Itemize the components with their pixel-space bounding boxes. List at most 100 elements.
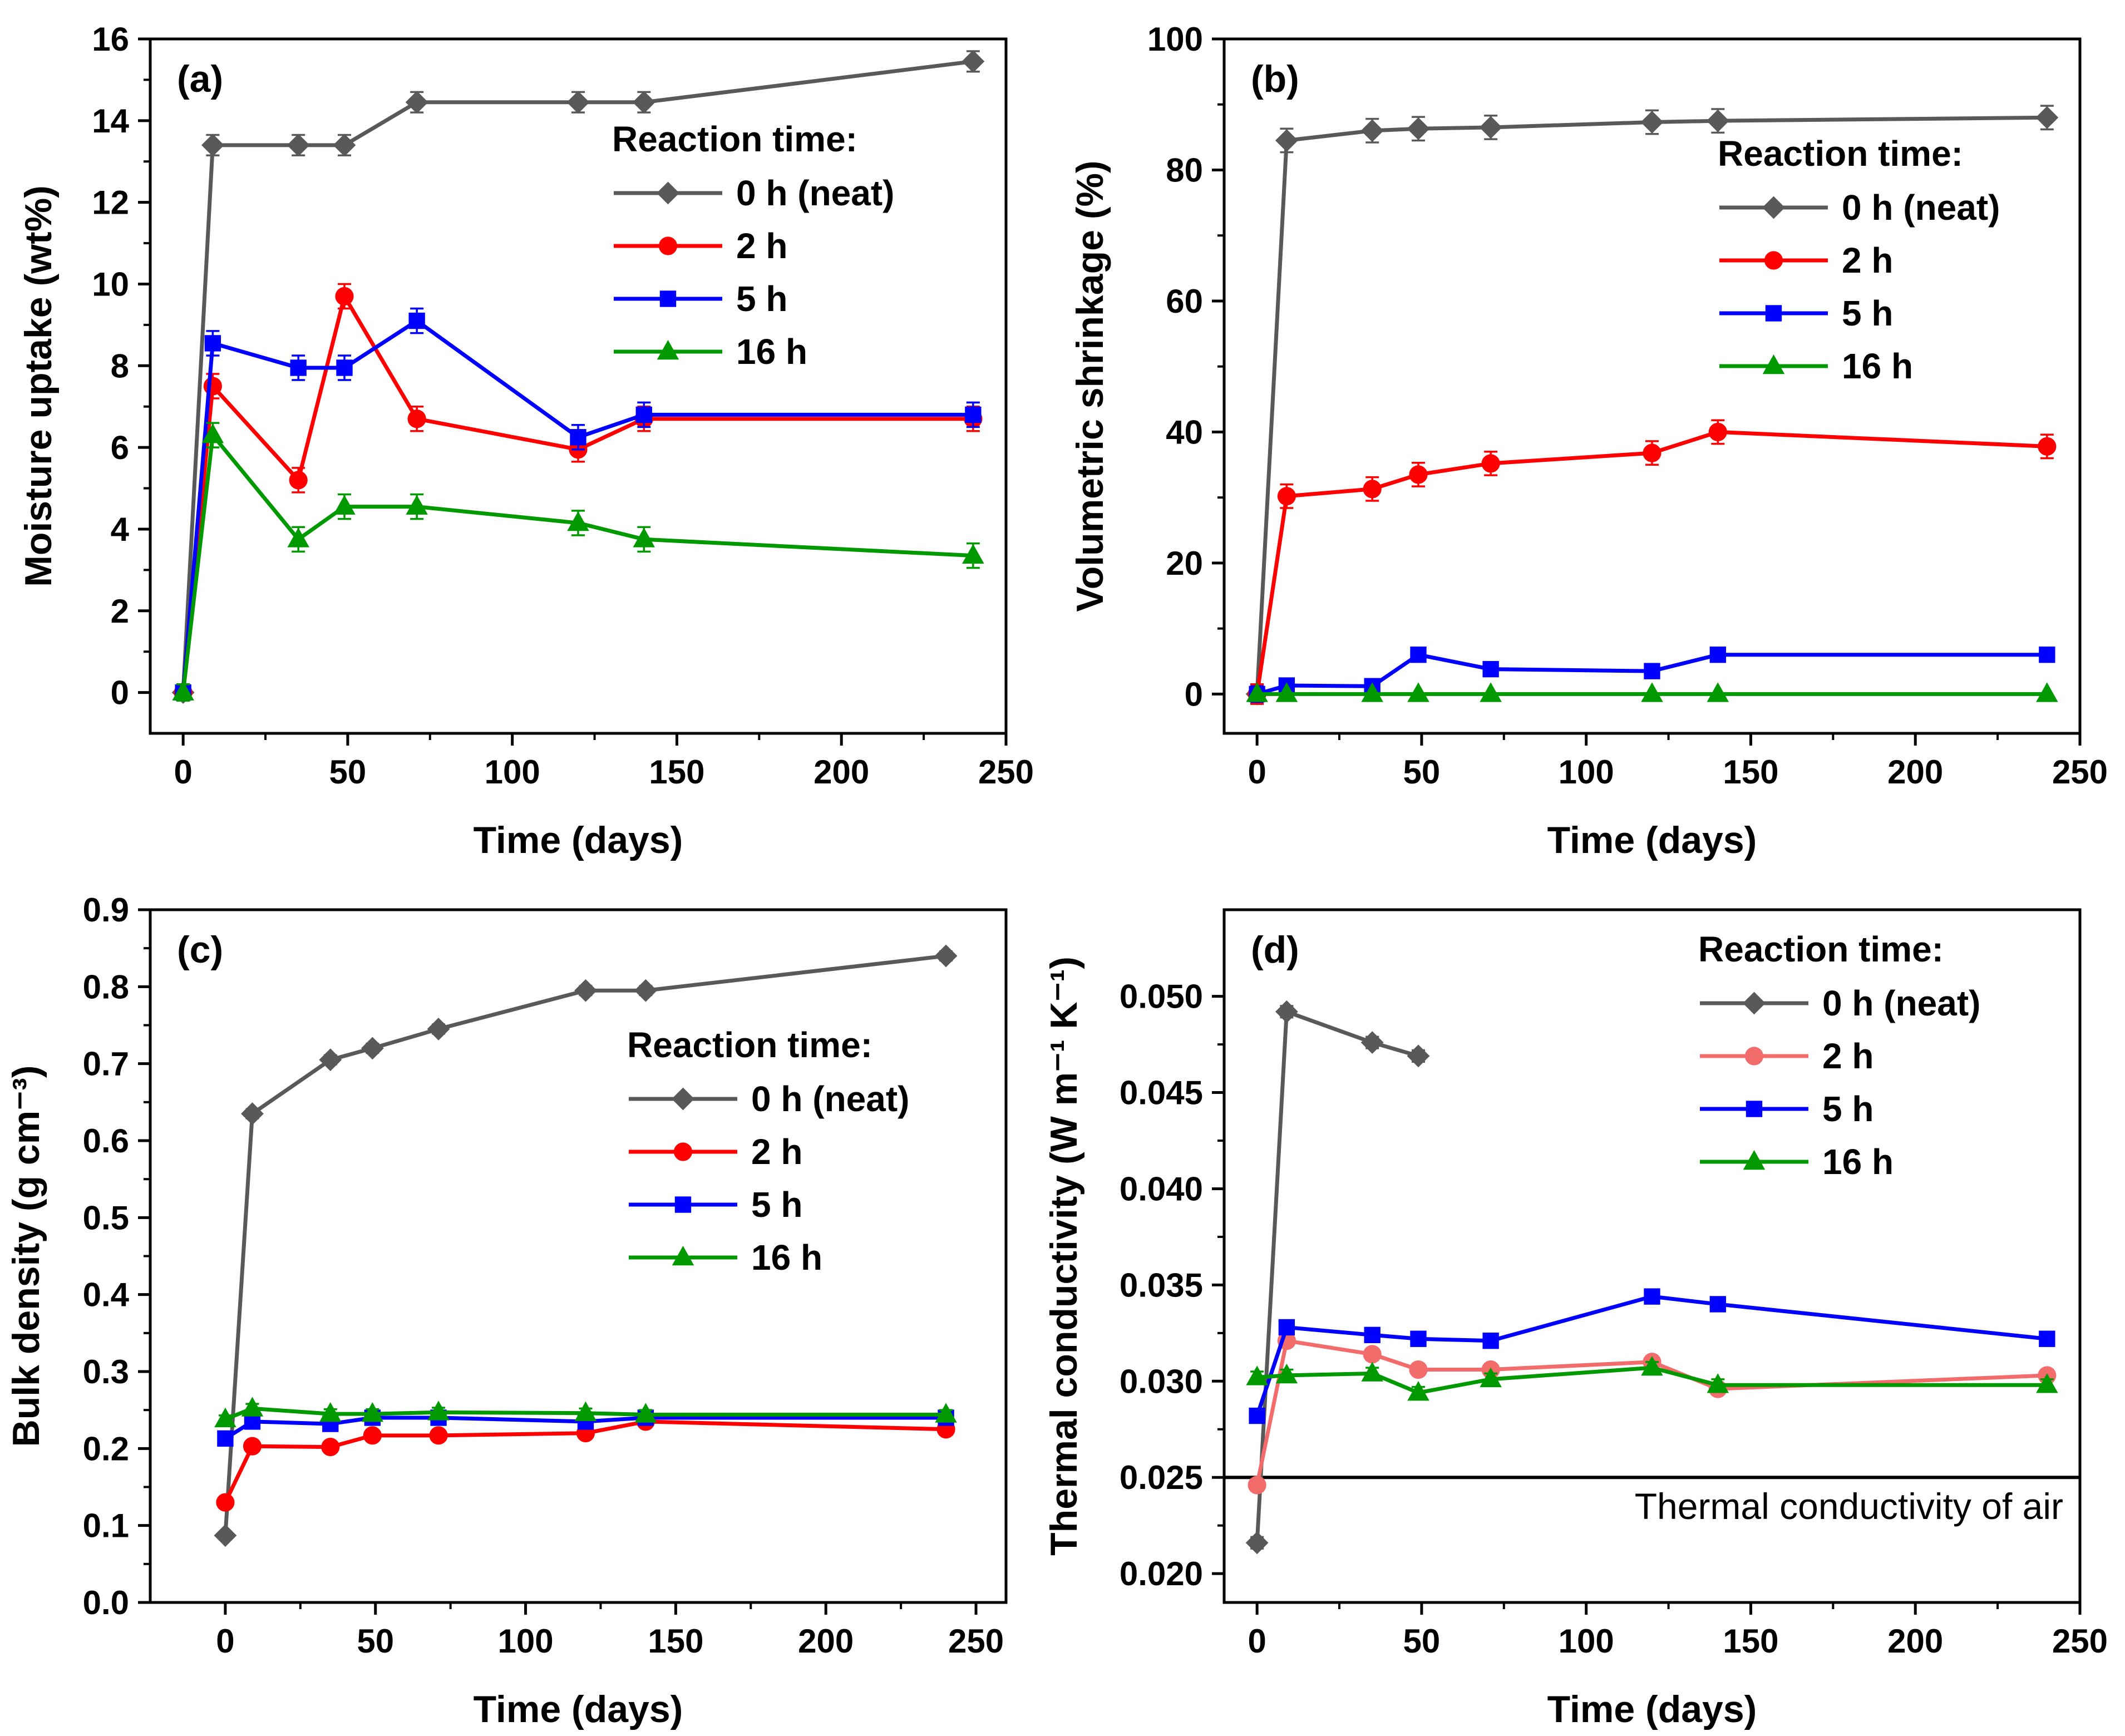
data-point[interactable] xyxy=(406,495,428,515)
data-point[interactable] xyxy=(1275,1000,1298,1023)
data-point[interactable] xyxy=(427,1400,450,1421)
data-point[interactable] xyxy=(1407,1044,1430,1068)
legend-swatch-marker[interactable] xyxy=(1765,305,1782,322)
data-point[interactable] xyxy=(566,91,590,114)
data-point[interactable] xyxy=(429,1426,448,1445)
data-point[interactable] xyxy=(216,1493,235,1512)
data-point[interactable] xyxy=(407,410,426,428)
data-point[interactable] xyxy=(1407,682,1429,702)
data-point[interactable] xyxy=(321,1437,340,1457)
data-point[interactable] xyxy=(214,1524,237,1547)
data-point[interactable] xyxy=(1249,1407,1265,1424)
data-point[interactable] xyxy=(290,359,307,376)
data-point[interactable] xyxy=(574,1401,597,1421)
data-point[interactable] xyxy=(1360,1031,1384,1054)
data-point[interactable] xyxy=(204,335,221,352)
legend-swatch-marker[interactable] xyxy=(674,1196,692,1213)
data-point[interactable] xyxy=(1409,465,1428,484)
data-point[interactable] xyxy=(2035,106,2059,129)
data-point[interactable] xyxy=(1246,1365,1268,1385)
data-point[interactable] xyxy=(333,134,356,157)
legend-swatch-marker[interactable] xyxy=(658,236,678,255)
data-point[interactable] xyxy=(962,50,985,73)
data-point[interactable] xyxy=(1481,454,1500,473)
data-point[interactable] xyxy=(935,1403,957,1423)
data-point[interactable] xyxy=(287,527,309,548)
data-point[interactable] xyxy=(1480,1367,1502,1388)
data-point[interactable] xyxy=(574,979,597,1002)
data-point[interactable] xyxy=(1245,1531,1269,1555)
data-point[interactable] xyxy=(361,1402,384,1422)
data-point[interactable] xyxy=(1482,660,1499,678)
data-point[interactable] xyxy=(1644,1288,1660,1305)
legend-swatch-marker[interactable] xyxy=(657,339,679,360)
data-point[interactable] xyxy=(319,1048,342,1072)
legend-swatch-marker[interactable] xyxy=(672,1087,694,1111)
legend-swatch-marker[interactable] xyxy=(1746,1101,1763,1117)
data-point[interactable] xyxy=(1482,1332,1499,1349)
legend-swatch-marker[interactable] xyxy=(1744,1047,1764,1066)
legend-swatch-marker[interactable] xyxy=(1743,992,1766,1015)
data-point[interactable] xyxy=(1361,1362,1383,1382)
data-point[interactable] xyxy=(2036,682,2058,702)
data-point[interactable] xyxy=(634,979,657,1002)
data-point[interactable] xyxy=(1363,480,1382,499)
data-point[interactable] xyxy=(336,359,353,376)
data-point[interactable] xyxy=(2039,647,2055,663)
data-point[interactable] xyxy=(333,495,356,515)
data-point[interactable] xyxy=(405,91,428,114)
data-point[interactable] xyxy=(289,471,308,490)
legend-swatch-marker[interactable] xyxy=(672,1245,694,1266)
data-point[interactable] xyxy=(1361,682,1383,702)
data-point[interactable] xyxy=(217,1430,234,1447)
data-point[interactable] xyxy=(634,1403,657,1423)
data-point[interactable] xyxy=(1706,109,1729,132)
data-point[interactable] xyxy=(1275,682,1298,702)
data-point[interactable] xyxy=(962,544,984,564)
data-point[interactable] xyxy=(214,1407,236,1428)
data-point[interactable] xyxy=(2039,1330,2055,1347)
data-point[interactable] xyxy=(567,511,589,531)
data-point[interactable] xyxy=(1641,1356,1663,1376)
data-point[interactable] xyxy=(635,406,652,423)
data-point[interactable] xyxy=(241,1102,264,1125)
data-point[interactable] xyxy=(1248,1476,1266,1495)
data-point[interactable] xyxy=(427,1018,450,1040)
data-point[interactable] xyxy=(361,1037,384,1060)
data-point[interactable] xyxy=(1364,1326,1380,1343)
data-point[interactable] xyxy=(1643,443,1661,462)
data-point[interactable] xyxy=(2036,1373,2058,1393)
data-point[interactable] xyxy=(201,134,224,157)
data-point[interactable] xyxy=(1360,119,1384,142)
data-point[interactable] xyxy=(1640,111,1664,134)
legend-swatch-marker[interactable] xyxy=(1764,251,1783,270)
data-point[interactable] xyxy=(1708,422,1727,441)
data-point[interactable] xyxy=(1277,487,1296,506)
data-point[interactable] xyxy=(2038,437,2057,456)
data-point[interactable] xyxy=(1479,116,1502,139)
data-point[interactable] xyxy=(241,1397,264,1417)
data-point[interactable] xyxy=(1644,663,1660,679)
legend-swatch-marker[interactable] xyxy=(1762,354,1785,374)
data-point[interactable] xyxy=(408,312,425,329)
legend-swatch-marker[interactable] xyxy=(673,1142,693,1161)
data-point[interactable] xyxy=(1707,1373,1729,1393)
data-point[interactable] xyxy=(1407,1380,1429,1401)
legend-swatch-marker[interactable] xyxy=(1762,196,1785,219)
data-point[interactable] xyxy=(363,1426,382,1445)
data-point[interactable] xyxy=(1278,1319,1295,1336)
data-point[interactable] xyxy=(965,406,982,423)
data-point[interactable] xyxy=(1275,129,1298,152)
legend-swatch-marker[interactable] xyxy=(1743,1150,1766,1170)
data-point[interactable] xyxy=(319,1402,342,1422)
data-point[interactable] xyxy=(1707,682,1729,702)
data-point[interactable] xyxy=(632,91,655,114)
legend-swatch-marker[interactable] xyxy=(657,181,679,205)
data-point[interactable] xyxy=(633,527,655,548)
data-point[interactable] xyxy=(1410,1330,1427,1347)
data-point[interactable] xyxy=(287,134,310,157)
data-point[interactable] xyxy=(1363,1345,1382,1364)
data-point[interactable] xyxy=(1409,1360,1428,1379)
data-point[interactable] xyxy=(243,1437,262,1456)
data-point[interactable] xyxy=(934,944,958,968)
